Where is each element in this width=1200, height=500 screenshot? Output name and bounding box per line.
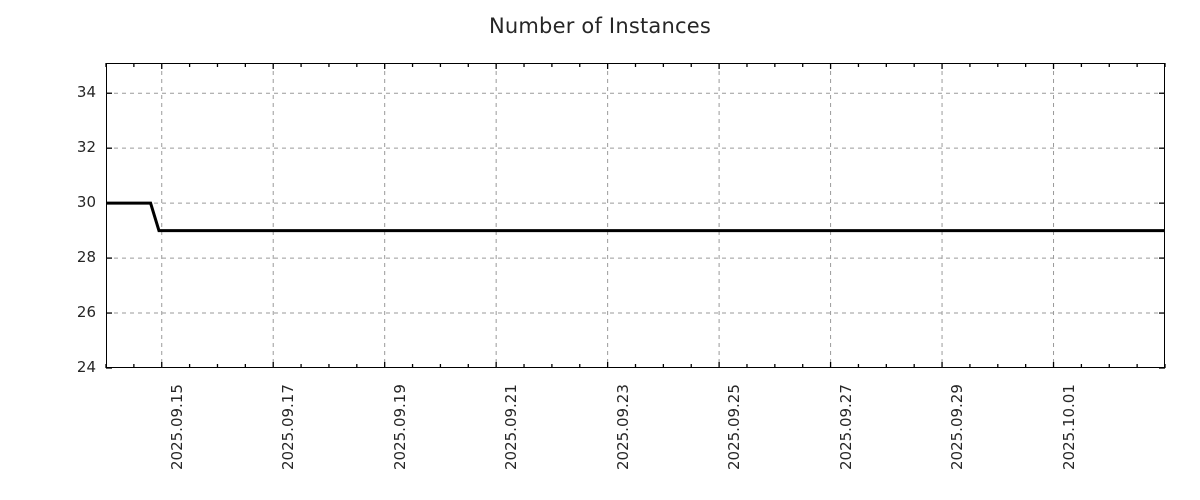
x-tick-label: 2025.10.01 bbox=[1059, 384, 1078, 470]
x-tick-label: 2025.09.25 bbox=[725, 384, 744, 470]
x-tick-label: 2025.09.21 bbox=[502, 384, 521, 470]
x-tick-label: 2025.09.15 bbox=[167, 384, 186, 470]
y-tick-label: 24 bbox=[76, 358, 96, 376]
plot-area bbox=[106, 63, 1165, 368]
x-tick-label: 2025.09.27 bbox=[836, 384, 855, 470]
y-tick-label: 26 bbox=[76, 303, 96, 322]
x-tick-label: 2025.09.29 bbox=[948, 384, 967, 470]
y-tick-label: 28 bbox=[76, 248, 96, 267]
y-tick-label: 34 bbox=[76, 83, 96, 102]
y-tick-label: 32 bbox=[76, 138, 96, 157]
x-tick-label: 2025.09.23 bbox=[613, 384, 632, 470]
y-tick-label: 30 bbox=[76, 193, 96, 212]
x-tick-label: 2025.09.19 bbox=[390, 384, 409, 470]
chart-title: Number of Instances bbox=[488, 14, 711, 38]
x-tick-label: 2025.09.17 bbox=[279, 384, 298, 470]
